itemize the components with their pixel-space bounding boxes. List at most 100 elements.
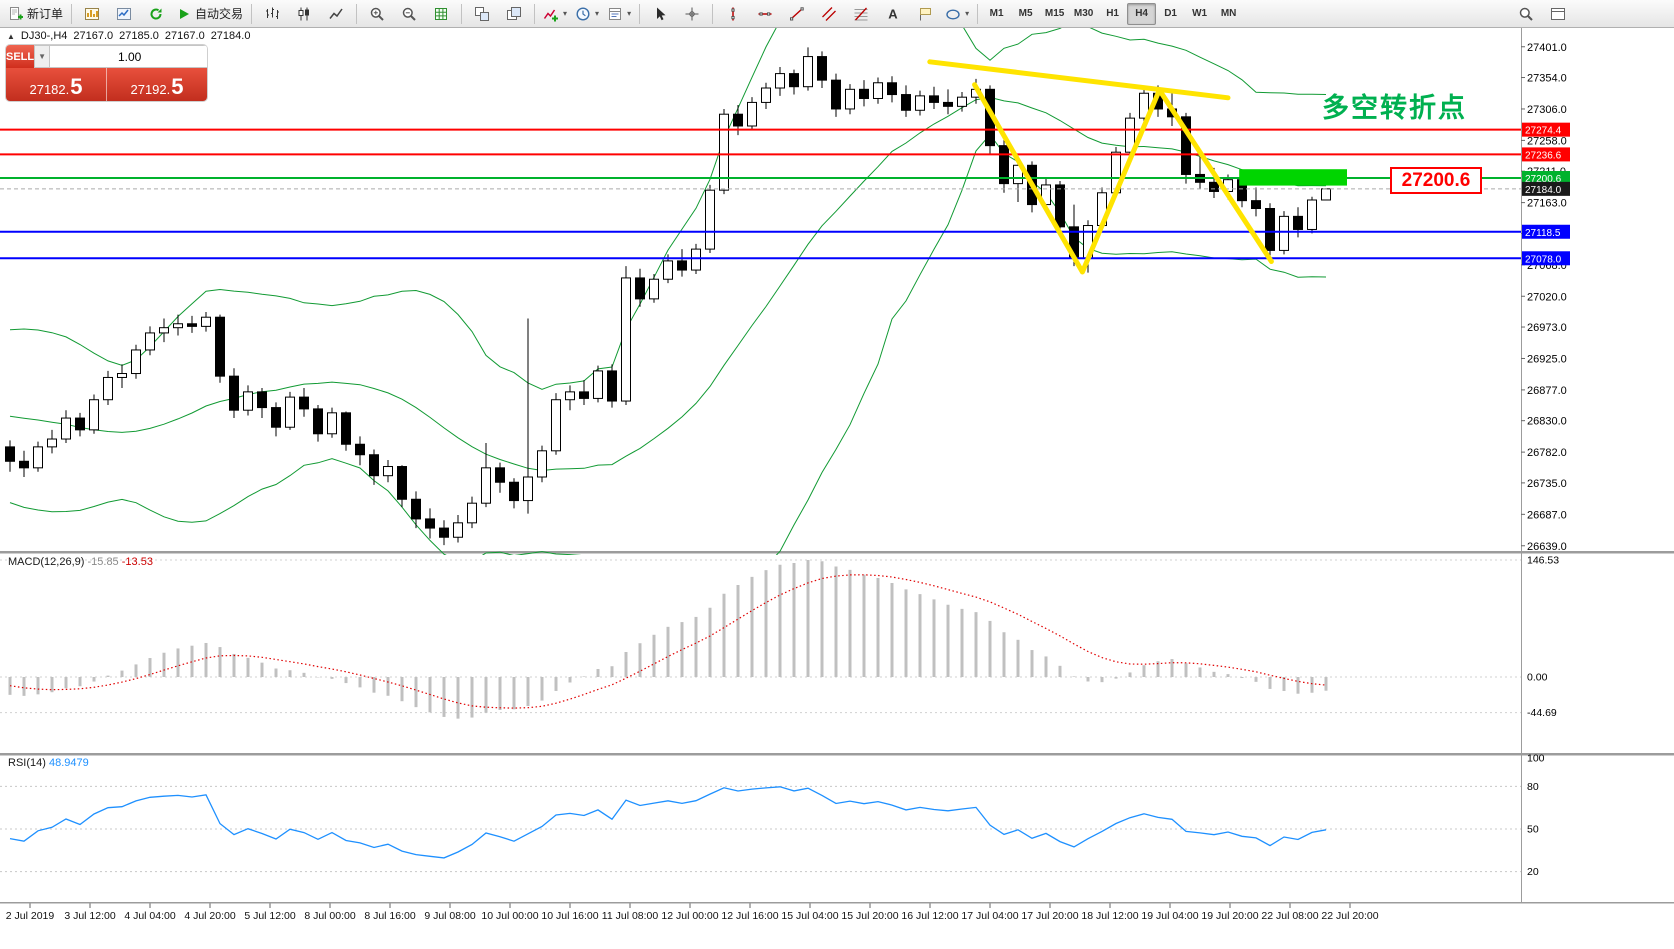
timeframe-m30-button[interactable]: M30 (1073, 8, 1094, 19)
price-axis-tick: 27306.0 (1527, 104, 1567, 116)
buy-price[interactable]: 27192. 5 (106, 68, 207, 101)
sell-price[interactable]: 27182. 5 (29, 74, 83, 99)
refresh-button[interactable] (140, 2, 172, 26)
svg-text:27274.4: 27274.4 (1525, 126, 1562, 137)
panel-separator[interactable] (0, 753, 1674, 756)
candle-body (593, 370, 603, 399)
time-axis-label: 19 Jul 20:00 (1201, 910, 1258, 922)
cascade-icon (507, 6, 522, 20)
search-icon (1519, 7, 1533, 21)
search-button[interactable] (1510, 2, 1542, 26)
price-callout[interactable]: 27200.6 (1390, 167, 1482, 194)
shapes-button[interactable]: ▾ (941, 2, 973, 26)
zoom-in-button[interactable] (361, 2, 393, 26)
chart-note-text[interactable]: 多空转折点 (1322, 93, 1467, 123)
cursor-button[interactable] (644, 2, 676, 26)
candle-body (187, 323, 197, 327)
candle-body (845, 88, 855, 110)
toolbar-right-group (1510, 2, 1574, 26)
new-window-button[interactable] (1542, 2, 1574, 26)
timeframe-d1-button[interactable]: D1 (1164, 8, 1177, 19)
price-axis-tick: 27020.0 (1527, 291, 1567, 303)
time-axis-label: 12 Jul 16:00 (721, 910, 778, 922)
text-button[interactable]: A (877, 2, 909, 26)
caret-down-icon: ▾ (627, 9, 632, 18)
candle-body (929, 95, 939, 103)
crosshair-button[interactable] (676, 2, 708, 26)
vertical-line-button[interactable] (717, 2, 749, 26)
svg-text:27184.0: 27184.0 (1525, 185, 1562, 196)
time-axis[interactable]: 2 Jul 2019 3 Jul 12:00 4 Jul 04:00 4 Jul 20… (6, 903, 1379, 923)
highlight-rectangle[interactable] (1239, 169, 1347, 186)
new-order-icon (10, 6, 23, 20)
candles-layer (5, 47, 1331, 546)
rsi-axis[interactable]: 100 80 50 20 (1527, 753, 1545, 879)
tile-windows-button[interactable] (466, 2, 498, 26)
cascade-windows-button[interactable] (498, 2, 530, 26)
toolbar-separator (639, 3, 641, 24)
timeframe-m5-button[interactable]: M5 (1018, 8, 1033, 19)
tile-icon (475, 6, 490, 21)
new-chart-button[interactable] (76, 2, 108, 26)
panel-separator[interactable] (0, 551, 1674, 554)
time-axis-label: 3 Jul 12:00 (64, 910, 116, 922)
candle-body (621, 277, 631, 402)
timeframe-w1-button[interactable]: W1 (1192, 8, 1208, 19)
fibonacci-button[interactable] (845, 2, 877, 26)
text-label-button[interactable] (909, 2, 941, 26)
time-axis-label: 19 Jul 04:00 (1141, 910, 1198, 922)
timeframe-h4-button[interactable]: H4 (1127, 2, 1157, 25)
time-axis-label: 11 Jul 08:00 (602, 910, 659, 922)
new-order-button[interactable]: 新订单 (4, 2, 67, 26)
candle-body (271, 407, 281, 428)
new-chart-icon (85, 7, 100, 20)
candle-body (1265, 208, 1275, 251)
candle-body (425, 518, 435, 529)
candle-body (5, 446, 15, 462)
candle-body (803, 56, 813, 88)
horizontal-line-button[interactable] (749, 2, 781, 26)
macd-axis[interactable]: 146.53 0.00 -44.69 (1527, 555, 1559, 720)
candle-body (19, 460, 29, 469)
candle-body (1209, 181, 1219, 192)
zoom-out-button[interactable] (393, 2, 425, 26)
indicators-button[interactable]: ▾ (539, 2, 571, 26)
ohlc-bars-mode-button[interactable] (256, 2, 288, 26)
crosshair-icon (685, 7, 699, 20)
periods-button[interactable]: ▾ (571, 2, 603, 26)
trendline-button[interactable] (781, 2, 813, 26)
candle-body (1293, 215, 1303, 230)
collapse-panel-arrow[interactable]: ▲ (7, 31, 15, 41)
timeframe-mn-button[interactable]: MN (1220, 8, 1237, 19)
candlestick-mode-button[interactable] (288, 2, 320, 26)
candle-body (873, 82, 883, 99)
volume-decrease-button[interactable]: ▼ (34, 45, 51, 68)
toolbar-separator (71, 3, 73, 24)
auto-arrange-button[interactable] (425, 2, 457, 26)
price-axis[interactable]: 27401.027354.027306.027258.027211.027163… (1521, 42, 1570, 553)
time-axis-label: 8 Jul 00:00 (304, 910, 356, 922)
time-axis-label: 8 Jul 16:00 (364, 910, 416, 922)
toolbar-separator (712, 3, 714, 24)
profiles-button[interactable] (108, 2, 140, 26)
candle-body (467, 502, 477, 524)
templates-button[interactable]: ▾ (603, 2, 635, 26)
time-axis-label: 9 Jul 08:00 (424, 910, 476, 922)
timeframe-m15-button[interactable]: M15 (1044, 8, 1065, 19)
grid-icon (435, 7, 448, 20)
price-axis-tick: 26782.0 (1527, 447, 1567, 459)
trendline-object[interactable] (972, 82, 1274, 275)
autotrading-button[interactable]: 自动交易 (172, 2, 247, 26)
timeframe-h1-button[interactable]: H1 (1106, 8, 1119, 19)
time-axis-label: 18 Jul 12:00 (1081, 910, 1138, 922)
candles-icon (298, 7, 310, 20)
trendline-object[interactable] (927, 59, 1231, 101)
macd-signal-line (9, 574, 1327, 709)
sell-button[interactable]: SELL (6, 45, 35, 68)
timeframe-m1-button[interactable]: M1 (989, 8, 1004, 19)
new-order-label: 新订单 (27, 7, 64, 21)
volume-input[interactable] (50, 45, 207, 68)
candle-body (1013, 164, 1023, 185)
line-chart-mode-button[interactable] (320, 2, 352, 26)
equidistant-channel-button[interactable] (813, 2, 845, 26)
